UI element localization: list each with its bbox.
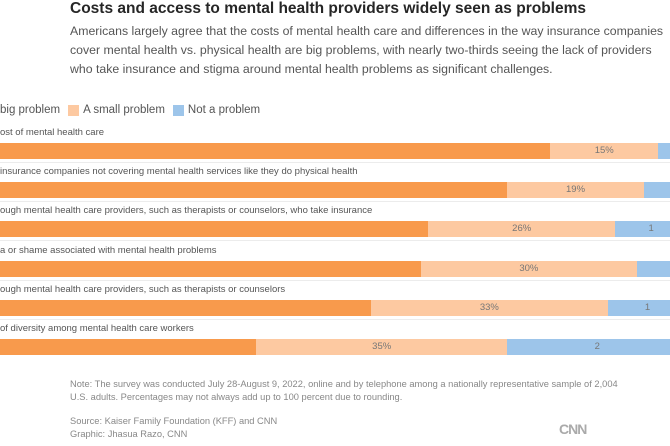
chart-title: Costs and access to mental health provid… bbox=[70, 0, 586, 17]
bar-label-small: 19% bbox=[566, 184, 586, 196]
bar-label-small: 15% bbox=[594, 145, 614, 156]
bar-label-not: 2 bbox=[594, 341, 600, 352]
chart-note: Note: The survey was conducted July 28-A… bbox=[70, 379, 618, 402]
bar-small bbox=[550, 143, 659, 159]
bar-not bbox=[658, 143, 670, 159]
bar-label-small: 30% bbox=[519, 262, 539, 274]
row-divider bbox=[0, 240, 670, 242]
row-label: a or shame associated with mental health… bbox=[0, 244, 217, 256]
graphic-credit: Graphic: Jhasua Razo, CNN bbox=[70, 429, 188, 439]
bar-small bbox=[421, 260, 637, 277]
bar-not bbox=[507, 339, 670, 355]
legend-swatch-small bbox=[68, 104, 80, 116]
bar-not bbox=[636, 260, 670, 277]
chart-subtitle: Americans largely agree that the costs o… bbox=[70, 24, 664, 76]
stacked-bar-chart: ost of mental health care 15% insurance co… bbox=[0, 125, 670, 357]
bar-label-not: 1 bbox=[644, 301, 651, 313]
bar-not bbox=[607, 299, 670, 316]
bar-not bbox=[615, 221, 670, 238]
bar-big bbox=[0, 182, 508, 199]
row-divider bbox=[0, 279, 670, 281]
bar-label-small: 26% bbox=[512, 223, 532, 235]
bar-small bbox=[428, 221, 615, 238]
legend-not: Not a problem bbox=[187, 104, 261, 116]
source-text: Source: Kaiser Family Foundation (KFF) a… bbox=[70, 416, 278, 426]
row-label: ough mental health care providers, such … bbox=[0, 205, 373, 217]
bar-small bbox=[256, 339, 508, 355]
row-divider bbox=[0, 201, 670, 203]
legend-small: A small problem bbox=[83, 104, 165, 116]
bar-big bbox=[0, 143, 551, 159]
legend-big: big problem bbox=[0, 104, 61, 116]
row-divider bbox=[0, 162, 670, 163]
chart-source: Source: Kaiser Family Foundation (KFF) a… bbox=[70, 415, 277, 441]
row-label: ough mental health care providers, such … bbox=[0, 283, 286, 295]
bar-big bbox=[0, 221, 429, 238]
row-label: ost of mental health care bbox=[0, 127, 105, 138]
bar-big bbox=[0, 339, 257, 355]
row-label: of diversity among mental health care wo… bbox=[0, 323, 194, 334]
bar-small bbox=[370, 299, 608, 316]
bar-not bbox=[643, 182, 670, 199]
row-divider bbox=[0, 318, 670, 320]
legend: big problem A small problem Not a proble… bbox=[0, 104, 260, 116]
bar-label-small: 35% bbox=[372, 341, 392, 352]
bar-label-not: 1 bbox=[648, 223, 654, 235]
bar-small bbox=[507, 182, 644, 199]
row-label: insurance companies not covering mental … bbox=[0, 166, 358, 178]
bar-big bbox=[0, 299, 371, 316]
bar-label-small: 33% bbox=[479, 301, 499, 313]
bar-big bbox=[0, 260, 422, 277]
cnn-logo: CNN bbox=[559, 421, 587, 437]
legend-swatch-not bbox=[172, 104, 184, 116]
